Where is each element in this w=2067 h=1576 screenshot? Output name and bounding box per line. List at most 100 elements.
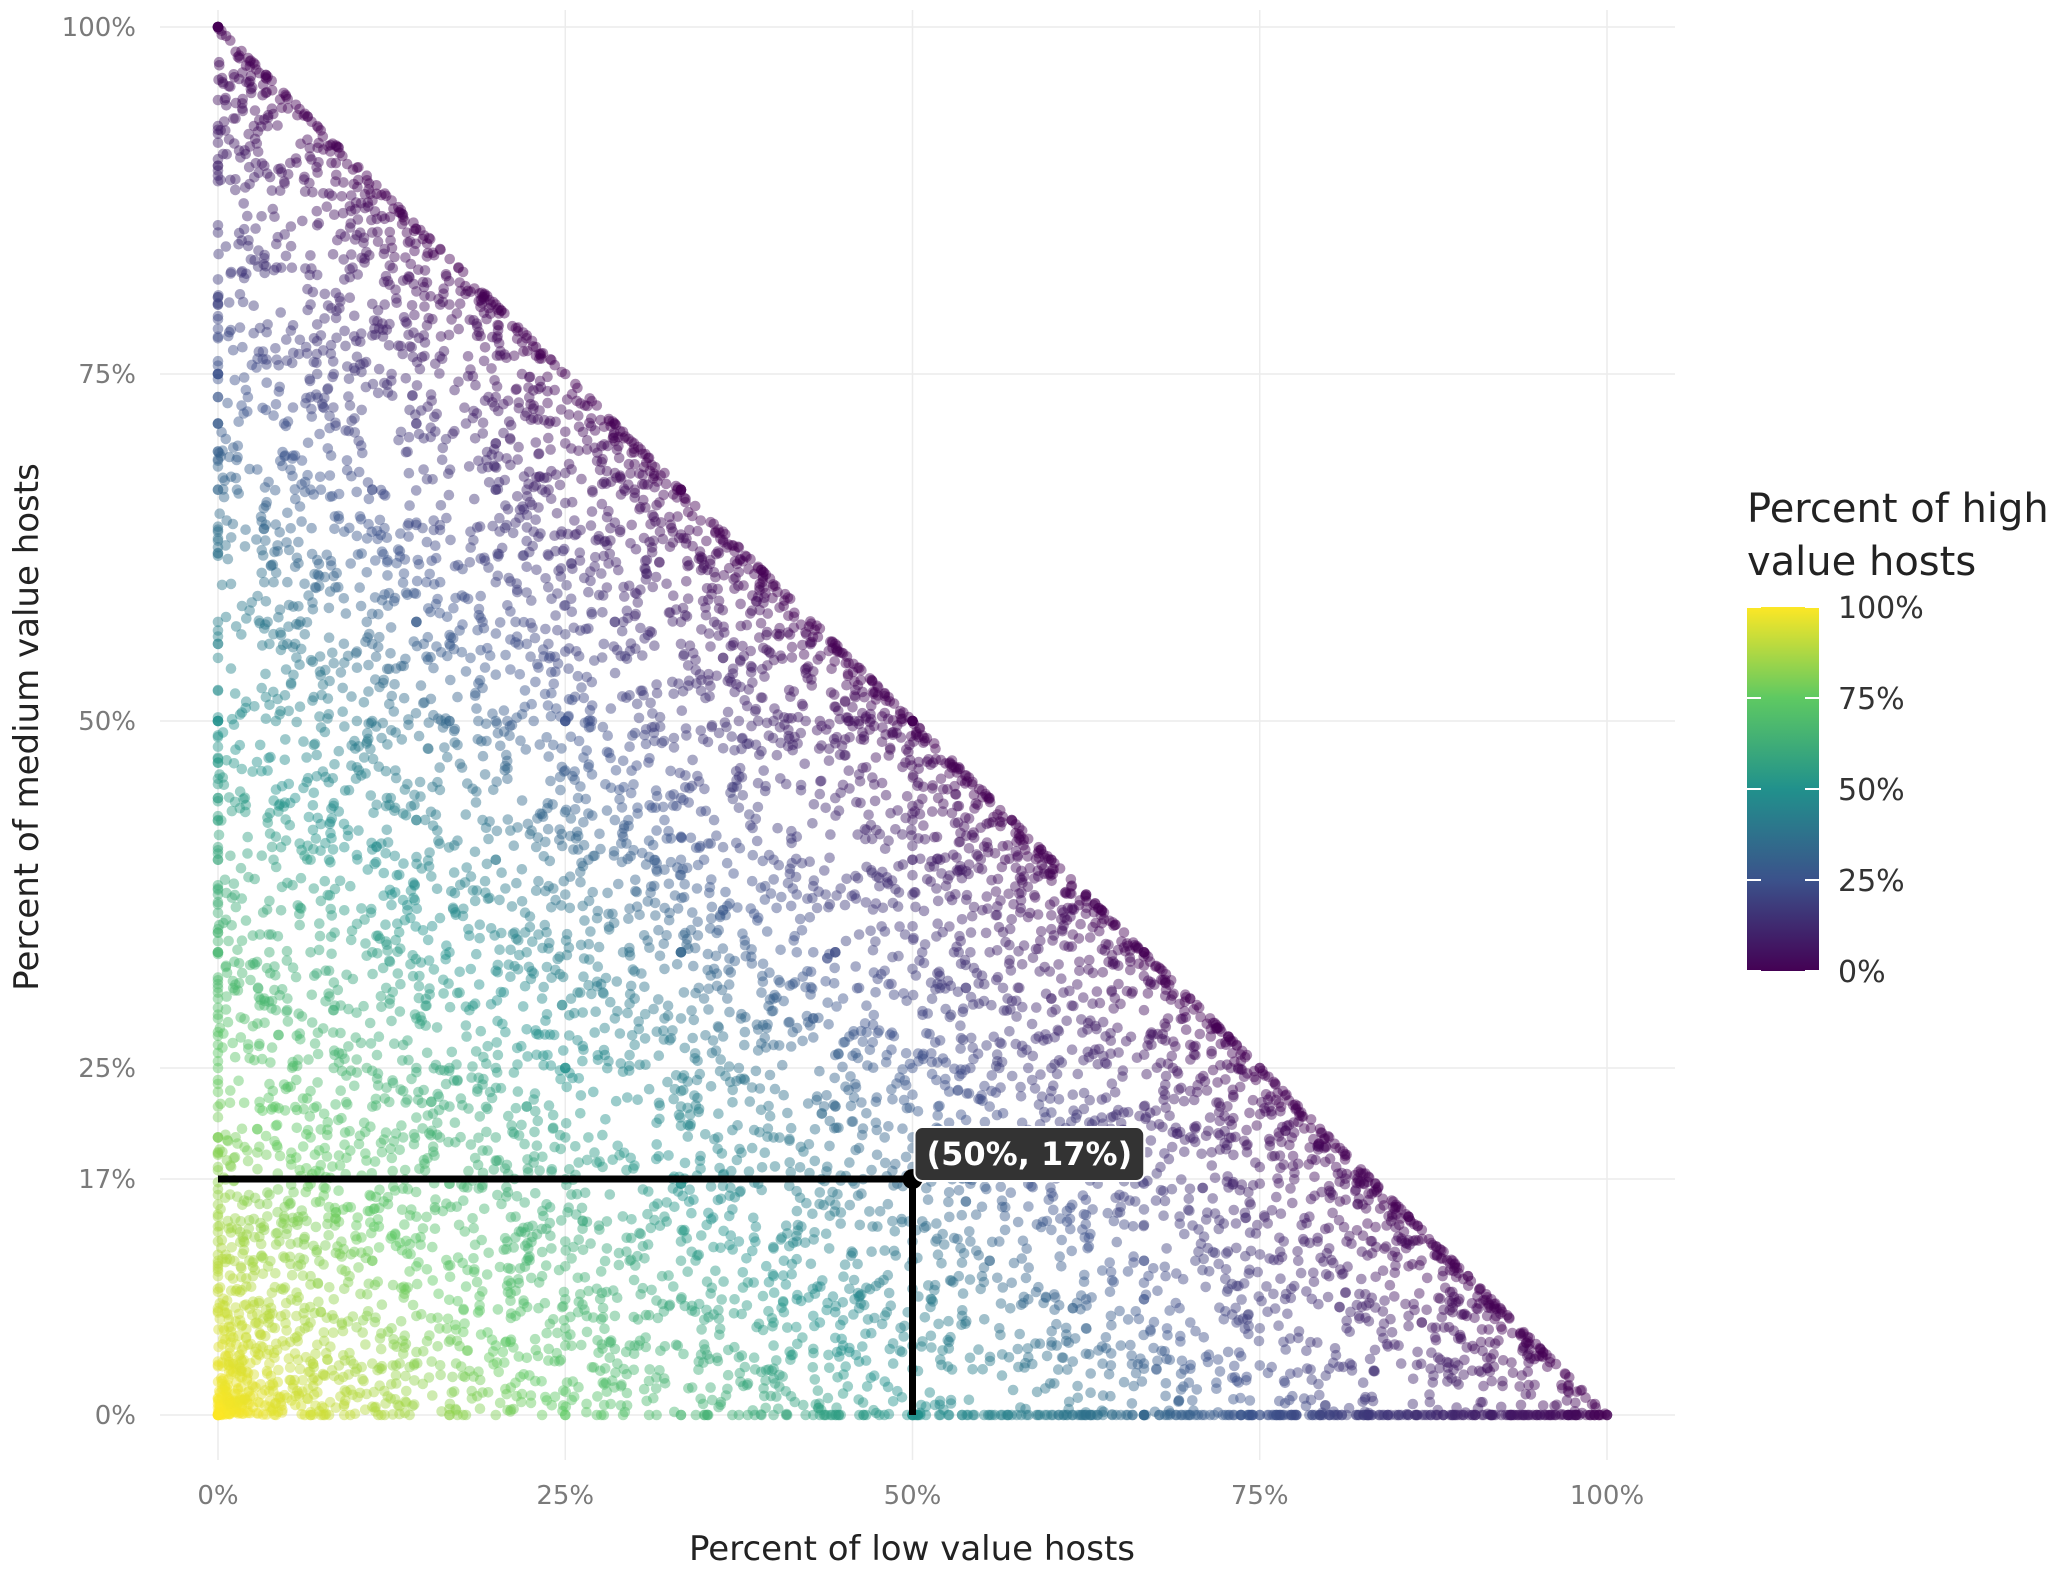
data-point bbox=[519, 1197, 530, 1208]
data-point bbox=[435, 500, 447, 511]
data-point bbox=[955, 1032, 967, 1044]
data-point bbox=[614, 1150, 625, 1161]
data-point bbox=[325, 931, 337, 943]
data-point bbox=[805, 989, 816, 1000]
data-point bbox=[370, 856, 382, 868]
data-point bbox=[684, 559, 695, 571]
data-point bbox=[683, 680, 694, 691]
data-point bbox=[252, 983, 264, 994]
data-point bbox=[260, 1304, 272, 1315]
data-point bbox=[927, 806, 938, 817]
data-point bbox=[353, 1262, 364, 1273]
data-point bbox=[1523, 1349, 1534, 1360]
data-point bbox=[224, 1395, 236, 1407]
data-point bbox=[1237, 1313, 1249, 1324]
data-point bbox=[529, 632, 541, 644]
data-point bbox=[590, 1006, 601, 1017]
data-point bbox=[856, 1289, 867, 1300]
data-point bbox=[1150, 1105, 1162, 1116]
data-point bbox=[1466, 1298, 1478, 1309]
data-point bbox=[1080, 1219, 1092, 1230]
data-point bbox=[253, 167, 264, 179]
data-point bbox=[338, 1350, 349, 1361]
data-point bbox=[960, 1114, 972, 1126]
data-point bbox=[560, 1245, 572, 1256]
data-point bbox=[281, 334, 292, 345]
data-point bbox=[1272, 1087, 1283, 1099]
data-point bbox=[705, 1181, 717, 1192]
data-point bbox=[952, 986, 964, 998]
data-point bbox=[535, 348, 547, 359]
data-point bbox=[375, 484, 387, 496]
data-point bbox=[986, 1085, 997, 1097]
data-point bbox=[1074, 956, 1085, 968]
data-point bbox=[638, 532, 650, 544]
data-point bbox=[492, 728, 504, 739]
data-point bbox=[739, 695, 750, 706]
data-point bbox=[408, 636, 420, 647]
data-point bbox=[413, 1257, 424, 1268]
data-point bbox=[619, 485, 631, 497]
data-point bbox=[937, 784, 949, 795]
data-point bbox=[274, 94, 286, 105]
data-point bbox=[1188, 1094, 1200, 1106]
data-point bbox=[1161, 1243, 1172, 1254]
data-point bbox=[494, 1261, 506, 1273]
data-point bbox=[696, 552, 708, 564]
data-point bbox=[492, 319, 504, 331]
data-point bbox=[663, 878, 675, 890]
data-point bbox=[745, 608, 756, 619]
data-point bbox=[703, 594, 714, 605]
data-point bbox=[597, 1302, 609, 1314]
data-point bbox=[1313, 1378, 1324, 1390]
data-point bbox=[301, 752, 312, 763]
data-point bbox=[273, 612, 284, 623]
data-point bbox=[1111, 1236, 1123, 1248]
data-point bbox=[995, 895, 1006, 906]
data-point bbox=[786, 641, 798, 653]
data-point bbox=[260, 1400, 271, 1411]
data-point bbox=[696, 624, 707, 635]
data-point bbox=[1293, 1116, 1304, 1128]
data-point bbox=[1215, 1101, 1226, 1112]
data-point bbox=[511, 333, 523, 345]
data-point bbox=[760, 587, 771, 599]
data-point bbox=[342, 1316, 354, 1327]
data-point bbox=[840, 696, 851, 708]
data-point bbox=[731, 1154, 743, 1166]
data-point bbox=[1074, 965, 1085, 977]
data-point bbox=[224, 1395, 236, 1407]
data-point bbox=[499, 1357, 510, 1368]
data-point bbox=[625, 1232, 637, 1244]
data-point bbox=[1065, 1202, 1076, 1214]
data-point bbox=[597, 607, 608, 618]
data-point bbox=[536, 1376, 547, 1387]
data-point bbox=[512, 964, 524, 975]
data-point bbox=[386, 1152, 398, 1164]
data-point bbox=[621, 1368, 632, 1380]
data-point bbox=[373, 1242, 385, 1253]
data-point bbox=[1228, 1394, 1239, 1405]
data-point bbox=[538, 1050, 549, 1061]
data-point bbox=[1099, 1057, 1111, 1068]
data-point bbox=[822, 1297, 833, 1309]
data-point bbox=[1187, 1395, 1198, 1406]
data-point bbox=[239, 541, 251, 552]
data-point bbox=[305, 250, 316, 261]
data-point bbox=[745, 820, 756, 831]
data-point bbox=[380, 190, 392, 202]
data-point bbox=[511, 383, 522, 395]
data-point bbox=[972, 850, 984, 862]
data-point bbox=[573, 421, 585, 433]
data-point bbox=[1328, 1406, 1339, 1417]
data-point bbox=[1158, 1185, 1169, 1197]
data-point bbox=[1266, 1205, 1278, 1216]
data-point bbox=[1363, 1316, 1375, 1327]
data-point bbox=[519, 685, 531, 696]
data-point bbox=[1078, 1103, 1090, 1115]
data-point bbox=[390, 1378, 402, 1389]
data-point bbox=[266, 75, 278, 87]
data-point bbox=[390, 772, 402, 784]
data-point bbox=[241, 268, 252, 280]
data-point bbox=[1228, 1204, 1240, 1216]
